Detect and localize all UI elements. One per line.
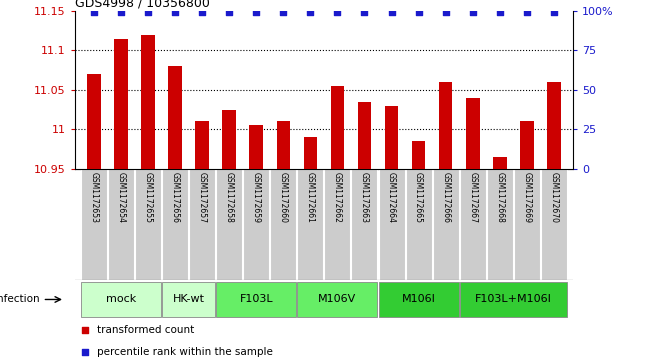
Text: GSM1172662: GSM1172662	[333, 172, 342, 223]
Point	[79, 349, 90, 355]
Bar	[487, 169, 513, 280]
Text: GSM1172664: GSM1172664	[387, 172, 396, 223]
Text: M106V: M106V	[318, 294, 357, 305]
Point	[332, 9, 342, 15]
Bar	[385, 106, 398, 169]
Bar	[460, 282, 567, 317]
Point	[359, 9, 370, 15]
Text: GSM1172660: GSM1172660	[279, 172, 288, 223]
Bar	[216, 282, 296, 317]
Point	[386, 9, 396, 15]
Point	[224, 9, 234, 15]
Text: GSM1172668: GSM1172668	[495, 172, 505, 223]
Bar	[81, 169, 107, 280]
Bar	[433, 169, 459, 280]
Bar	[493, 157, 506, 169]
Text: GSM1172666: GSM1172666	[441, 172, 450, 223]
Bar	[189, 169, 215, 280]
Bar	[460, 169, 486, 280]
Bar	[270, 169, 296, 280]
Bar	[162, 282, 215, 317]
Point	[305, 9, 316, 15]
Point	[413, 9, 424, 15]
Point	[549, 9, 559, 15]
Bar	[141, 34, 155, 169]
Bar	[135, 169, 161, 280]
Bar	[541, 169, 567, 280]
Point	[521, 9, 532, 15]
Bar	[298, 169, 324, 280]
Bar	[412, 141, 425, 169]
Bar	[162, 169, 188, 280]
Text: HK-wt: HK-wt	[173, 294, 204, 305]
Bar	[195, 121, 209, 169]
Bar	[298, 282, 378, 317]
Text: GDS4998 / 10356800: GDS4998 / 10356800	[75, 0, 210, 10]
Point	[197, 9, 207, 15]
Bar	[547, 82, 561, 169]
Text: GSM1172661: GSM1172661	[306, 172, 315, 223]
Point	[495, 9, 505, 15]
Text: F103L: F103L	[240, 294, 273, 305]
Text: GSM1172655: GSM1172655	[143, 172, 152, 223]
Bar	[439, 82, 452, 169]
Point	[89, 9, 99, 15]
Bar	[108, 169, 134, 280]
Bar	[378, 169, 404, 280]
Text: GSM1172663: GSM1172663	[360, 172, 369, 223]
Point	[143, 9, 153, 15]
Text: infection: infection	[0, 294, 40, 305]
Bar	[514, 169, 540, 280]
Bar	[243, 169, 270, 280]
Point	[278, 9, 288, 15]
Point	[170, 9, 180, 15]
Text: GSM1172654: GSM1172654	[117, 172, 126, 223]
Bar	[352, 169, 378, 280]
Text: GSM1172667: GSM1172667	[468, 172, 477, 223]
Bar	[216, 169, 242, 280]
Bar	[406, 169, 432, 280]
Bar	[223, 110, 236, 169]
Text: GSM1172670: GSM1172670	[549, 172, 559, 223]
Point	[467, 9, 478, 15]
Point	[251, 9, 262, 15]
Bar	[520, 121, 534, 169]
Bar	[277, 121, 290, 169]
Bar	[324, 169, 350, 280]
Bar	[378, 282, 459, 317]
Text: GSM1172665: GSM1172665	[414, 172, 423, 223]
Text: GSM1172656: GSM1172656	[171, 172, 180, 223]
Point	[441, 9, 451, 15]
Point	[79, 327, 90, 333]
Bar	[81, 282, 161, 317]
Text: F103L+M106I: F103L+M106I	[475, 294, 552, 305]
Text: GSM1172657: GSM1172657	[197, 172, 206, 223]
Text: GSM1172659: GSM1172659	[252, 172, 260, 223]
Bar	[249, 125, 263, 169]
Text: percentile rank within the sample: percentile rank within the sample	[97, 347, 273, 357]
Text: GSM1172669: GSM1172669	[522, 172, 531, 223]
Text: transformed count: transformed count	[97, 325, 195, 335]
Text: mock: mock	[105, 294, 136, 305]
Bar	[303, 137, 317, 169]
Bar	[331, 86, 344, 169]
Bar	[357, 102, 371, 169]
Bar	[466, 98, 480, 169]
Text: GSM1172653: GSM1172653	[89, 172, 98, 223]
Bar	[87, 74, 100, 169]
Text: GSM1172658: GSM1172658	[225, 172, 234, 223]
Bar	[114, 38, 128, 169]
Bar	[168, 66, 182, 169]
Point	[116, 9, 126, 15]
Text: M106I: M106I	[402, 294, 436, 305]
